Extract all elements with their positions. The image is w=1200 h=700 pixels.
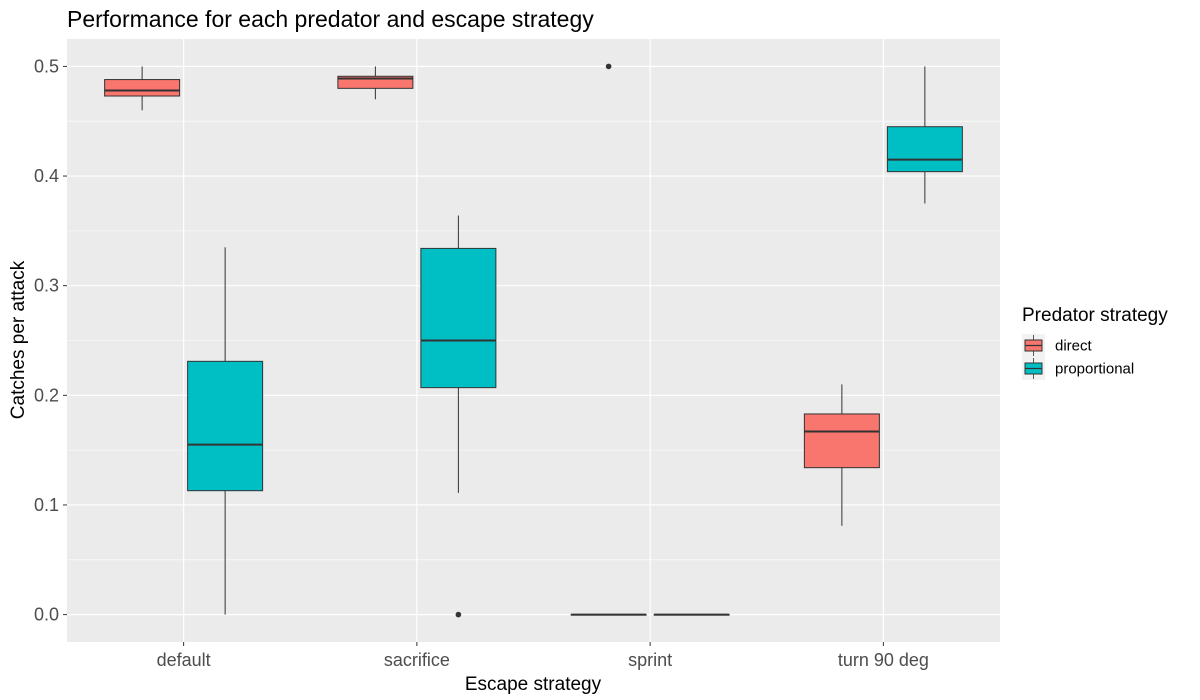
outlier-point: [605, 63, 612, 70]
x-axis-ticks: default sacrifice sprint turn 90 deg: [157, 642, 929, 670]
box: [803, 413, 880, 469]
legend-title: Predator strategy: [1022, 305, 1168, 326]
box: [187, 360, 264, 492]
y-tick-label: 0.1: [34, 495, 59, 515]
outlier-point: [455, 611, 462, 618]
box: [104, 79, 181, 97]
y-tick-label: 0.5: [34, 56, 59, 76]
legend: Predator strategy direct proportional: [1022, 305, 1168, 380]
y-axis-ticks: 0.0 0.1 0.2 0.3 0.4 0.5: [34, 56, 67, 625]
y-axis-title: Catches per attack: [8, 260, 29, 419]
boxplot-direct-sprint: [570, 63, 647, 616]
legend-key-proportional: [1022, 357, 1045, 380]
x-tick-label: sprint: [628, 650, 672, 670]
x-axis-title: Escape strategy: [465, 674, 602, 695]
legend-label: proportional: [1055, 361, 1134, 378]
x-tick-label: default: [157, 650, 211, 670]
y-tick-label: 0.3: [34, 276, 59, 296]
y-tick-label: 0.2: [34, 385, 59, 405]
boxplot-direct-sacrifice: [337, 66, 414, 100]
boxplot-proportional-sacrifice: [420, 215, 497, 618]
legend-key-direct: [1022, 334, 1045, 357]
boxplot-proportional-turn-90-deg: [886, 66, 963, 204]
legend-label: direct: [1055, 338, 1093, 355]
chart-title: Performance for each predator and escape…: [67, 6, 594, 32]
boxplot-proportional-default: [187, 247, 264, 615]
box: [886, 126, 963, 173]
y-tick-label: 0.4: [34, 166, 59, 186]
boxplots: [104, 63, 963, 618]
box: [420, 247, 497, 389]
boxplot-proportional-sprint: [653, 613, 730, 616]
y-tick-label: 0.0: [34, 605, 59, 625]
boxplot-direct-turn-90-deg: [803, 384, 880, 526]
x-tick-label: turn 90 deg: [838, 650, 929, 670]
x-tick-label: sacrifice: [384, 650, 450, 670]
boxplot-direct-default: [104, 66, 181, 111]
